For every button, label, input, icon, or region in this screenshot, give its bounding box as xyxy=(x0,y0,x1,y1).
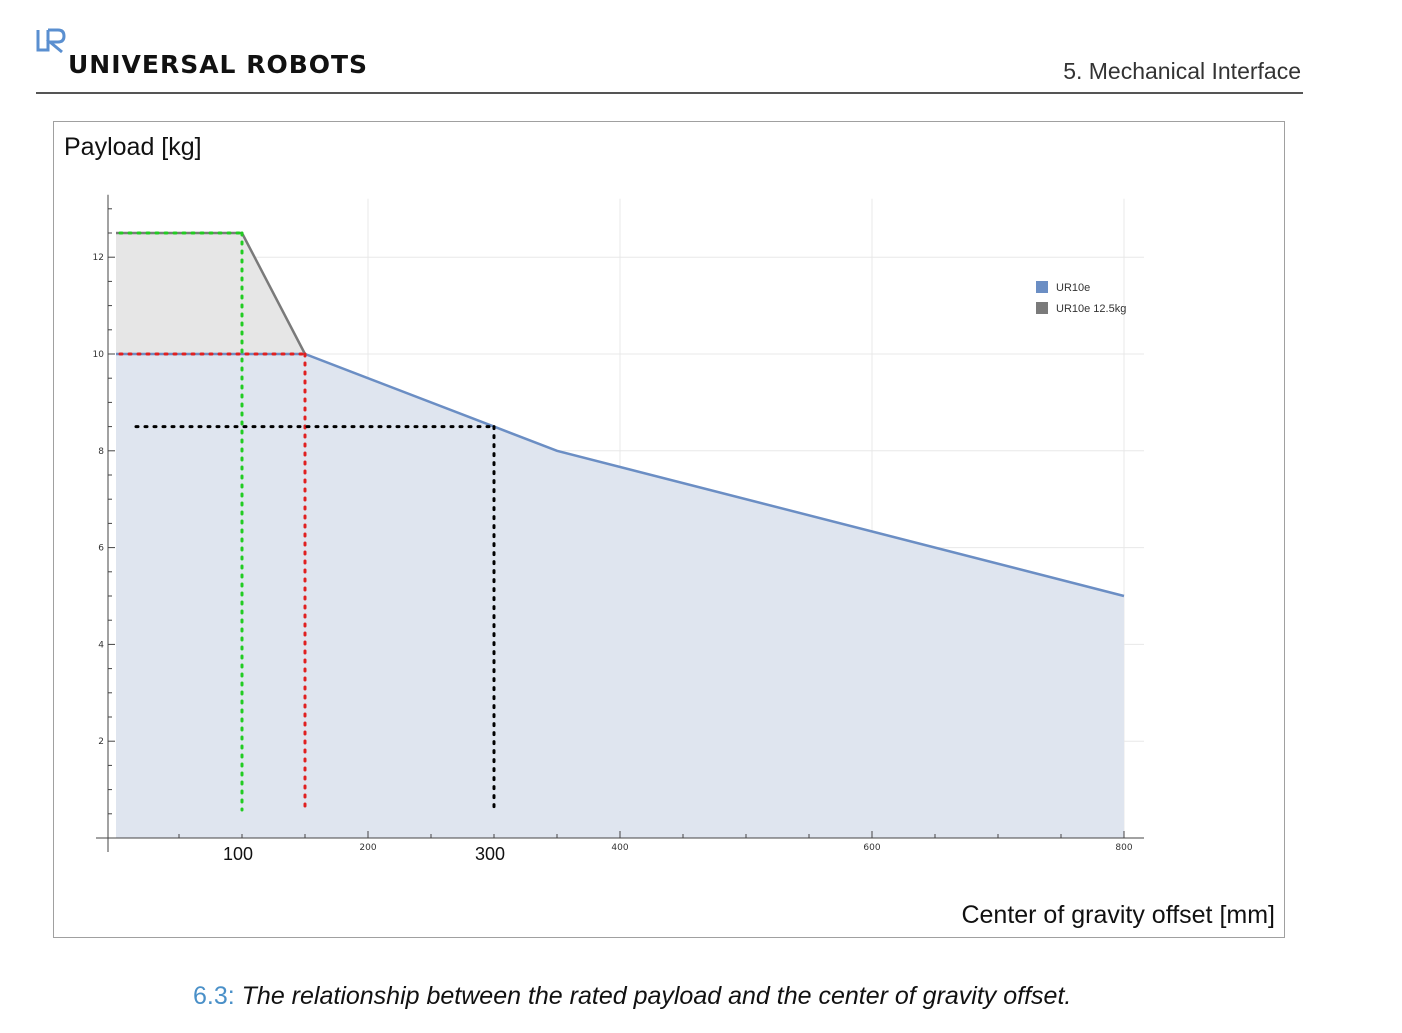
y-axis-label: Payload [kg] xyxy=(64,133,202,161)
series-area-ur10e xyxy=(116,354,1124,838)
legend-swatch-0 xyxy=(1036,281,1048,293)
section-title: 5. Mechanical Interface xyxy=(1063,58,1301,84)
y-tick-label: 4 xyxy=(98,640,104,650)
x-axis-label: Center of gravity offset [mm] xyxy=(961,901,1275,929)
y-tick-label: 10 xyxy=(93,350,105,360)
chart-frame: 200 400 600 800 2 4 6 8 10 12 100 300 Payload [kg] … xyxy=(53,121,1285,938)
axes: 200 400 600 800 2 4 6 8 10 12 100 300 xyxy=(93,194,1144,864)
y-tick-label: 6 xyxy=(98,544,104,554)
x-tick-label: 200 xyxy=(359,843,376,853)
y-tick-label: 2 xyxy=(98,737,104,747)
guide-lines xyxy=(118,231,496,812)
caption-number: 6.3: xyxy=(193,982,235,1010)
legend-label-0: UR10e xyxy=(1056,282,1090,294)
series-areas xyxy=(116,231,1125,838)
legend-label-1: UR10e 12.5kg xyxy=(1056,303,1126,315)
figure-caption: 6.3: The relationship between the rated … xyxy=(193,982,1071,1011)
y-tick-label: 12 xyxy=(93,253,104,263)
ur-logo-icon xyxy=(36,28,66,54)
caption-text: The relationship between the rated paylo… xyxy=(241,982,1072,1010)
annotation-label-300: 300 xyxy=(475,844,505,864)
x-tick-label: 400 xyxy=(611,843,628,853)
annotation-label-100: 100 xyxy=(223,844,253,864)
legend: UR10e UR10e 12.5kg xyxy=(1036,281,1126,315)
y-tick-label: 8 xyxy=(98,447,104,457)
x-tick-label: 800 xyxy=(1115,843,1132,853)
brand-name: UNIVERSAL ROBOTS xyxy=(68,50,369,79)
x-tick-label: 600 xyxy=(863,843,880,853)
legend-swatch-1 xyxy=(1036,302,1048,314)
header-divider xyxy=(36,92,1303,94)
